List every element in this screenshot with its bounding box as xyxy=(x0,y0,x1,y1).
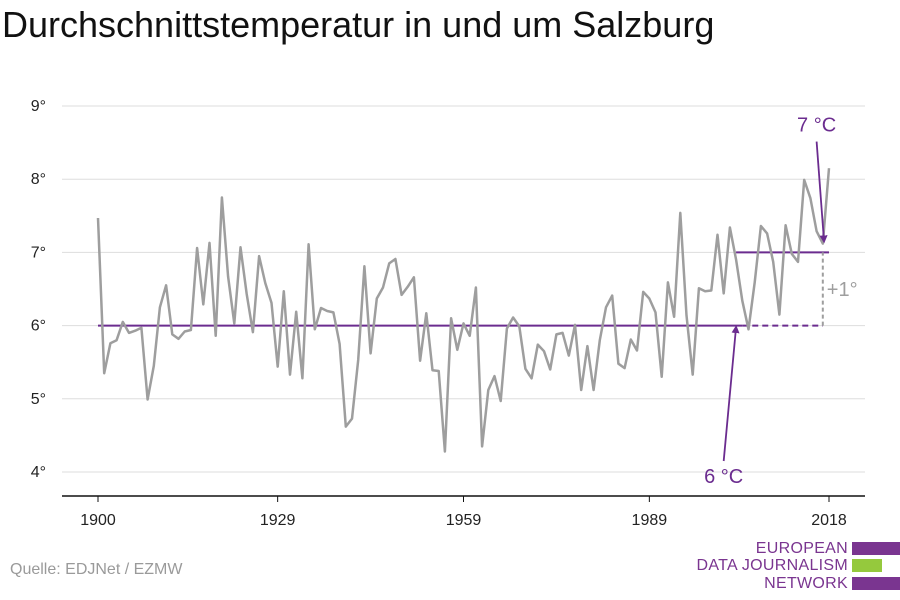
gridlines xyxy=(62,105,865,473)
x-tick-label-1929: 1929 xyxy=(260,512,296,529)
logo-text-network: NETWORK xyxy=(764,575,848,592)
x-axis: 1900 1929 1959 1989 2018 xyxy=(62,495,865,529)
y-tick-label-5: 5° xyxy=(31,391,46,408)
logo-bar-purple-bottom xyxy=(852,577,900,590)
y-tick-label-4: 4° xyxy=(31,464,46,481)
edjnet-logo: EUROPEAN DATA JOURNALISM NETWORK xyxy=(690,540,900,596)
y-axis-ticks: 4° 5° 6° 7° 8° 9° xyxy=(31,98,46,481)
annotations: 7 °C 6 °C xyxy=(704,115,836,488)
y-tick-label-6: 6° xyxy=(31,318,46,335)
annotation-label-1: 6 °C xyxy=(704,466,743,488)
logo-text-data-journalism: DATA JOURNALISM xyxy=(696,557,848,574)
y-tick-label-8: 8° xyxy=(31,171,46,188)
series-group xyxy=(96,168,831,453)
x-tick-label-2018: 2018 xyxy=(811,512,847,529)
logo-bar-green xyxy=(852,559,882,572)
delta-marker-group: +1° xyxy=(821,252,858,326)
annotation-label-0: 7 °C xyxy=(797,115,836,137)
y-tick-label-7: 7° xyxy=(31,244,46,261)
delta-marker-label: +1° xyxy=(827,279,858,301)
logo-text-european: EUROPEAN xyxy=(755,540,848,557)
logo-bar-purple-top xyxy=(852,542,900,555)
annotation-arrow-0 xyxy=(815,141,828,244)
x-tick-label-1900: 1900 xyxy=(80,512,116,529)
x-tick-label-1989: 1989 xyxy=(632,512,668,529)
chart-title: Durchschnittstemperatur in und um Salzbu… xyxy=(2,4,715,45)
source-note: Quelle: EDJNet / EZMW xyxy=(10,561,183,578)
x-tick-label-1959: 1959 xyxy=(446,512,482,529)
annotation-arrow-1 xyxy=(722,325,740,462)
series-line-0 xyxy=(96,168,831,453)
y-tick-label-9: 9° xyxy=(31,98,46,115)
